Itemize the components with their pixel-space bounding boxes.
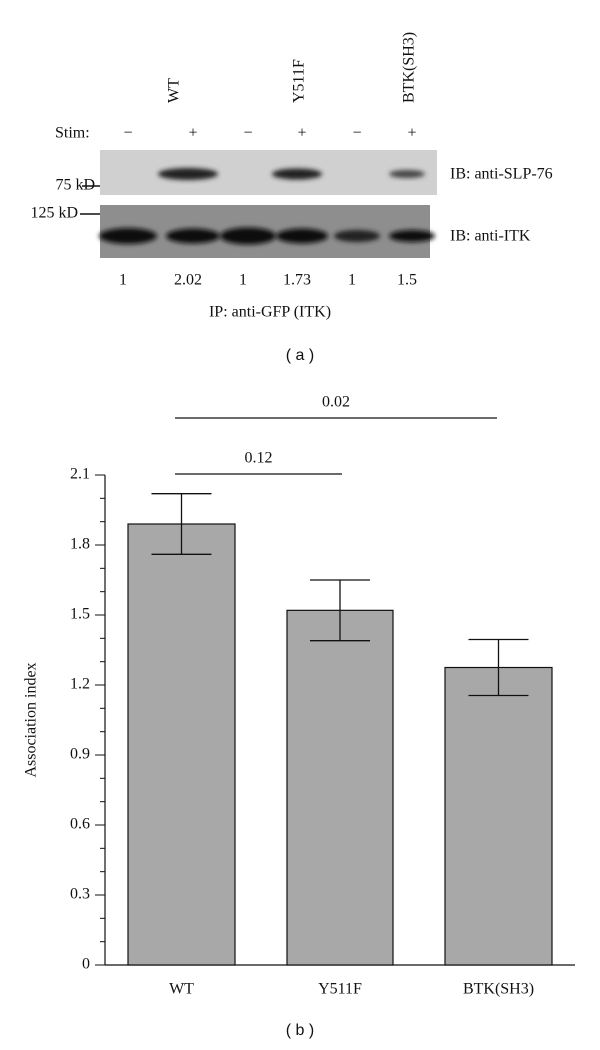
y-axis-label: Association index <box>23 662 40 777</box>
ratio-label: 1.5 <box>397 272 417 289</box>
band <box>166 228 220 244</box>
band <box>272 168 322 180</box>
ratio-label: 1.73 <box>283 272 311 289</box>
stim-sign: − <box>352 125 361 142</box>
stim-sign: + <box>188 125 197 142</box>
significance-label: 0.02 <box>322 394 350 411</box>
y-tick-label: 2.1 <box>70 466 90 483</box>
bar <box>444 666 553 966</box>
bar <box>286 609 394 966</box>
band <box>389 230 435 242</box>
ratio-label: 1 <box>239 272 247 289</box>
stim-sign: + <box>297 125 306 142</box>
ratio-label: 1 <box>348 272 356 289</box>
ratio-label: 2.02 <box>174 272 202 289</box>
band <box>220 227 276 245</box>
ratio-label: 1 <box>119 272 127 289</box>
x-tick-label: BTK(SH3) <box>463 981 534 998</box>
marker-label: 75 kD <box>55 177 95 194</box>
significance-label: 0.12 <box>245 450 273 467</box>
panel-b: Association index ( b ) <box>23 662 315 1039</box>
band <box>334 230 380 242</box>
stim-sign: − <box>123 125 132 142</box>
ip-label: IP: anti-GFP (ITK) <box>209 304 331 321</box>
panel-a: WT Y511F BTK(SH3) Stim: 75 kD 125 kD IB:… <box>30 32 552 364</box>
x-tick-label: Y511F <box>318 981 362 998</box>
error-bar <box>468 638 529 697</box>
band <box>158 168 218 180</box>
error-bar <box>310 579 370 642</box>
band <box>99 228 157 244</box>
bar <box>127 523 236 966</box>
stim-label: Stim: <box>55 125 90 142</box>
x-tick-label: WT <box>169 981 194 998</box>
y-tick-label: 0 <box>82 956 90 973</box>
band <box>276 228 328 244</box>
y-tick-label: 1.5 <box>70 606 90 623</box>
y-tick-label: 0.3 <box>70 886 90 903</box>
y-tick-label: 1.8 <box>70 536 90 553</box>
y-tick-label: 1.2 <box>70 676 90 693</box>
error-bar <box>151 493 212 555</box>
lane-label: WT <box>166 78 183 103</box>
caption: ( a ) <box>286 347 314 364</box>
caption: ( b ) <box>286 1022 314 1039</box>
band <box>389 170 425 178</box>
blot-label: IB: anti-ITK <box>450 228 531 245</box>
stim-sign: − <box>243 125 252 142</box>
blot-slp76 <box>100 150 437 195</box>
lane-label: Y511F <box>291 59 308 103</box>
y-tick-label: 0.6 <box>70 816 90 833</box>
marker-label: 125 kD <box>30 205 78 222</box>
lane-label: BTK(SH3) <box>401 32 418 103</box>
blot-label: IB: anti-SLP-76 <box>450 166 553 183</box>
stim-sign: + <box>407 125 416 142</box>
y-tick-label: 0.9 <box>70 746 90 763</box>
